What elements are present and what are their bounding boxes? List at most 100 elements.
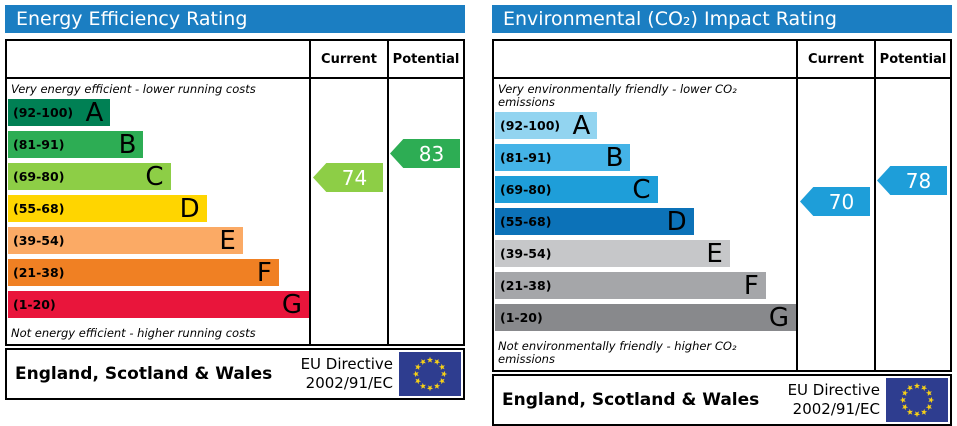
eu-directive-label: EU Directive 2002/91/EC [788, 381, 880, 419]
bottom-caption: Not environmentally friendly - higher CO… [498, 339, 737, 366]
top-caption: Very environmentally friendly - lower CO… [498, 82, 737, 109]
footer-region-label: England, Scotland & Wales [502, 390, 760, 410]
current-rating-arrow: 74 [313, 163, 383, 192]
band-bar-d: (55-68) D [8, 195, 207, 222]
band-row-f: (21-38) F [8, 259, 309, 286]
band-bar-b: (81-91) B [8, 129, 144, 160]
potential-rating-value: 78 [905, 168, 932, 193]
band-row-b: (81-91) B [495, 144, 796, 171]
band-range: (55-68) [500, 214, 552, 229]
eu-directive-line1: EU Directive [787, 381, 880, 400]
band-bar-f: (21-38) F [8, 259, 279, 286]
band-letter: A [572, 110, 591, 141]
eu-directive-line1: EU Directive [300, 355, 393, 374]
band-row-g: (1-20) G [495, 304, 796, 331]
band-bar-g: (1-20) G [495, 304, 796, 331]
band-range: (1-20) [500, 310, 543, 325]
eu-directive-label: EU Directive 2002/91/EC [301, 355, 393, 393]
band-letter: A [85, 97, 104, 128]
top-caption: Very energy efficient - lower running co… [11, 82, 256, 96]
header-spacer-cell [7, 41, 309, 79]
band-letter: G [281, 289, 302, 320]
band-letter: D [179, 193, 200, 224]
band-bar-c: (69-80) C [8, 163, 171, 190]
environmental-panel-title: Environmental (CO₂) Impact Rating [492, 5, 952, 33]
band-row-b: (81-91) B [8, 131, 309, 158]
band-row-d: (55-68) D [495, 208, 796, 235]
band-range: (69-80) [500, 182, 552, 197]
potential-column [387, 79, 463, 344]
column-header-current: Current [309, 41, 387, 79]
eu-directive-line2: 2002/91/EC [792, 400, 880, 418]
bottom-caption: Not energy efficient - higher running co… [11, 326, 256, 340]
rating-table: Current Potential Very energy efficient … [7, 41, 463, 344]
current-column [796, 79, 874, 370]
band-row-e: (39-54) E [8, 227, 309, 254]
potential-rating-value: 83 [418, 141, 445, 166]
column-header-potential: Potential [387, 41, 463, 79]
potential-column [874, 79, 950, 370]
current-rating-value: 70 [828, 189, 855, 214]
energy-rating-chart: Current Potential Very energy efficient … [5, 39, 465, 346]
band-bar-a: (92-100) A [8, 97, 111, 128]
band-row-d: (55-68) D [8, 195, 309, 222]
energy-efficiency-panel: Energy Efficiency Rating Current Potenti… [5, 5, 465, 426]
band-bar-e: (39-54) E [8, 227, 243, 254]
environmental-impact-panel: Environmental (CO₂) Impact Rating Curren… [492, 5, 952, 426]
band-bar-b: (81-91) B [495, 142, 631, 173]
band-range: (92-100) [500, 118, 561, 133]
band-area: Very environmentally friendly - lower CO… [494, 79, 796, 370]
rating-table: Current Potential Very environmentally f… [494, 41, 950, 370]
column-header-potential: Potential [874, 41, 950, 79]
current-rating-arrow: 70 [800, 187, 870, 216]
footer: England, Scotland & Wales EU Directive 2… [492, 374, 952, 426]
band-range: (21-38) [13, 265, 65, 280]
environmental-rating-chart: Current Potential Very environmentally f… [492, 39, 952, 372]
band-row-f: (21-38) F [495, 272, 796, 299]
band-range: (21-38) [500, 278, 552, 293]
energy-panel-title: Energy Efficiency Rating [5, 5, 465, 33]
potential-rating-arrow: 83 [390, 139, 460, 168]
band-row-a: (92-100) A [8, 99, 309, 126]
band-letter: C [632, 174, 651, 205]
band-row-c: (69-80) C [8, 163, 309, 190]
footer: England, Scotland & Wales EU Directive 2… [5, 348, 465, 400]
header-spacer-cell [494, 41, 796, 79]
band-row-c: (69-80) C [495, 176, 796, 203]
eu-directive-line2: 2002/91/EC [305, 374, 393, 392]
band-range: (39-54) [500, 246, 552, 261]
band-range: (39-54) [13, 233, 65, 248]
current-rating-value: 74 [341, 165, 368, 190]
band-range: (81-91) [13, 137, 65, 152]
band-range: (81-91) [500, 150, 552, 165]
band-bar-d: (55-68) D [495, 208, 694, 235]
current-column [309, 79, 387, 344]
band-letter: G [768, 302, 789, 333]
band-range: (92-100) [13, 105, 74, 120]
band-range: (55-68) [13, 201, 65, 216]
band-row-g: (1-20) G [8, 291, 309, 318]
band-bar-c: (69-80) C [495, 176, 658, 203]
band-letter: E [219, 225, 236, 256]
band-letter: F [256, 257, 272, 288]
band-letter: C [145, 161, 164, 192]
band-letter: E [706, 238, 723, 269]
eu-flag-icon [886, 378, 948, 422]
potential-rating-arrow: 78 [877, 166, 947, 195]
band-letter: D [666, 206, 687, 237]
band-bar-a: (92-100) A [495, 110, 598, 141]
band-letter: B [605, 142, 624, 173]
footer-region-label: England, Scotland & Wales [15, 364, 273, 384]
band-row-e: (39-54) E [495, 240, 796, 267]
band-range: (69-80) [13, 169, 65, 184]
band-bar-e: (39-54) E [495, 240, 730, 267]
eu-flag-icon [399, 352, 461, 396]
band-letter: F [743, 270, 759, 301]
band-row-a: (92-100) A [495, 112, 796, 139]
column-header-current: Current [796, 41, 874, 79]
band-range: (1-20) [13, 297, 56, 312]
band-bar-g: (1-20) G [8, 291, 309, 318]
band-area: Very energy efficient - lower running co… [7, 79, 309, 344]
band-letter: B [118, 129, 137, 160]
